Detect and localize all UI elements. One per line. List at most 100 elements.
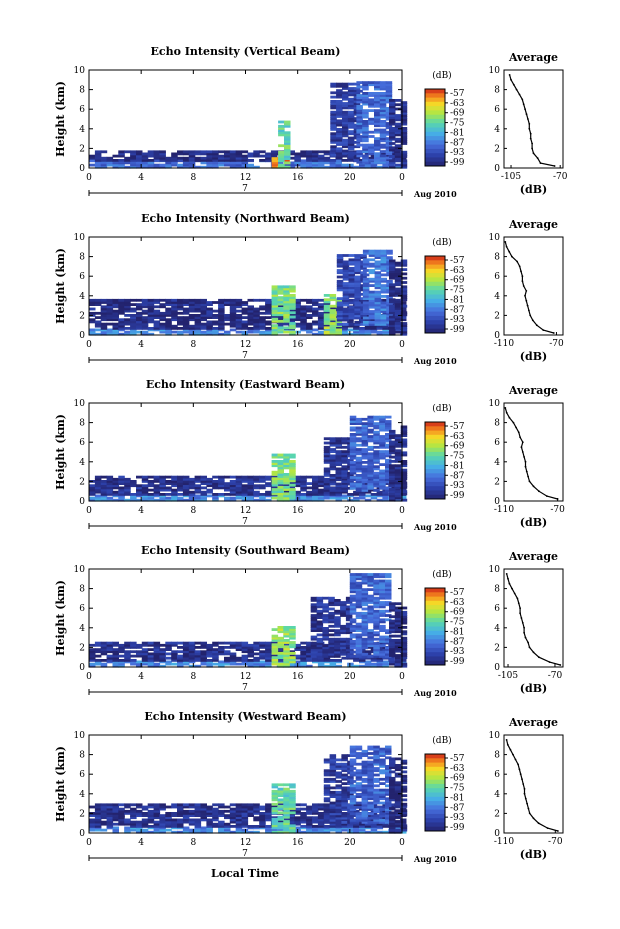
echo-cell	[312, 332, 319, 336]
echo-cell	[94, 152, 102, 156]
echo-cell	[356, 152, 363, 156]
echo-cell	[394, 645, 402, 649]
echo-cell	[400, 135, 408, 139]
echo-cell	[224, 154, 231, 158]
echo-cell	[368, 145, 375, 149]
echo-cell	[354, 297, 361, 300]
echo-cell	[400, 619, 408, 623]
echo-cell	[362, 98, 369, 102]
echo-cell	[271, 656, 279, 659]
echo-cell	[206, 482, 213, 485]
echo-cell	[212, 652, 219, 656]
echo-cell	[394, 496, 402, 500]
echo-cell	[112, 298, 119, 302]
echo-cell	[317, 662, 325, 666]
echo-cell	[284, 133, 291, 137]
echo-cell	[253, 320, 260, 324]
echo-cell	[147, 165, 155, 169]
echo-cell	[336, 286, 344, 290]
echo-cell	[394, 124, 402, 128]
echo-cell	[265, 648, 272, 651]
colorbar-segment	[425, 298, 445, 304]
echo-cell	[373, 586, 380, 589]
echo-cell	[136, 805, 143, 809]
echo-cell	[224, 150, 231, 154]
echo-cell	[194, 152, 202, 156]
echo-cell	[253, 298, 260, 302]
echo-cell	[188, 327, 196, 330]
echo-cell	[136, 825, 143, 828]
echo-cell	[165, 327, 172, 330]
echo-cell	[124, 818, 131, 822]
echo-cell	[288, 318, 295, 322]
echo-cell	[364, 324, 372, 328]
echo-cell	[355, 437, 363, 441]
echo-cell	[278, 120, 285, 124]
echo-cell	[389, 114, 396, 117]
echo-cell	[374, 249, 382, 253]
echo-cell	[136, 320, 143, 324]
echo-cell	[112, 159, 119, 162]
echo-cell	[317, 163, 325, 167]
echo-cell	[224, 660, 231, 664]
echo-cell	[94, 156, 102, 160]
echo-cell	[118, 822, 125, 826]
echo-cell	[159, 826, 166, 830]
echo-cell	[322, 605, 329, 609]
echo-cell	[265, 828, 272, 832]
echo-cell	[94, 324, 102, 328]
echo-cell	[389, 460, 396, 463]
echo-cell	[355, 588, 363, 591]
echo-cell	[165, 814, 172, 817]
echo-cell	[342, 117, 349, 120]
colorbar-segment	[425, 320, 445, 325]
echo-cell	[323, 152, 331, 156]
echo-cell	[229, 305, 237, 309]
echo-cell	[284, 161, 291, 165]
echo-cell	[265, 654, 272, 658]
echo-cell	[235, 646, 243, 649]
echo-cell	[335, 469, 342, 473]
echo-cell	[322, 637, 329, 641]
echo-cell	[177, 482, 184, 485]
echo-cell	[368, 81, 375, 84]
echo-cell	[356, 128, 363, 132]
echo-cell	[229, 480, 237, 483]
echo-cell	[385, 424, 392, 428]
echo-cell	[118, 159, 125, 162]
echo-cell	[349, 415, 357, 419]
echo-cell	[310, 609, 318, 613]
echo-cell	[229, 318, 237, 322]
echo-cell	[345, 601, 353, 604]
echo-cell	[224, 650, 231, 654]
echo-cell	[370, 826, 378, 830]
echo-cell	[317, 830, 325, 834]
echo-cell	[270, 805, 278, 809]
echo-cell	[328, 599, 335, 602]
echo-cell	[361, 637, 369, 641]
echo-cell	[218, 826, 225, 830]
echo-cell	[394, 486, 401, 490]
echo-cell	[335, 159, 342, 163]
echo-cell	[389, 464, 396, 468]
avg-y-tick-label: 0	[494, 164, 500, 174]
echo-cell	[349, 594, 357, 598]
echo-cell	[379, 83, 387, 87]
echo-cell	[106, 803, 114, 807]
echo-cell	[329, 441, 337, 445]
echo-cell	[379, 139, 387, 143]
echo-cell	[362, 100, 369, 104]
echo-cell	[276, 648, 284, 651]
echo-cell	[356, 85, 363, 89]
echo-cell	[317, 150, 325, 154]
echo-cell	[141, 330, 149, 334]
echo-cell	[310, 596, 318, 600]
echo-cell	[235, 320, 243, 324]
echo-cell	[165, 648, 172, 651]
colorbar-segment	[425, 307, 445, 313]
echo-cell	[367, 463, 374, 466]
echo-cell	[310, 618, 318, 622]
echo-cell	[271, 645, 279, 649]
echo-cell	[362, 137, 369, 140]
colorbar-segment	[425, 588, 445, 593]
